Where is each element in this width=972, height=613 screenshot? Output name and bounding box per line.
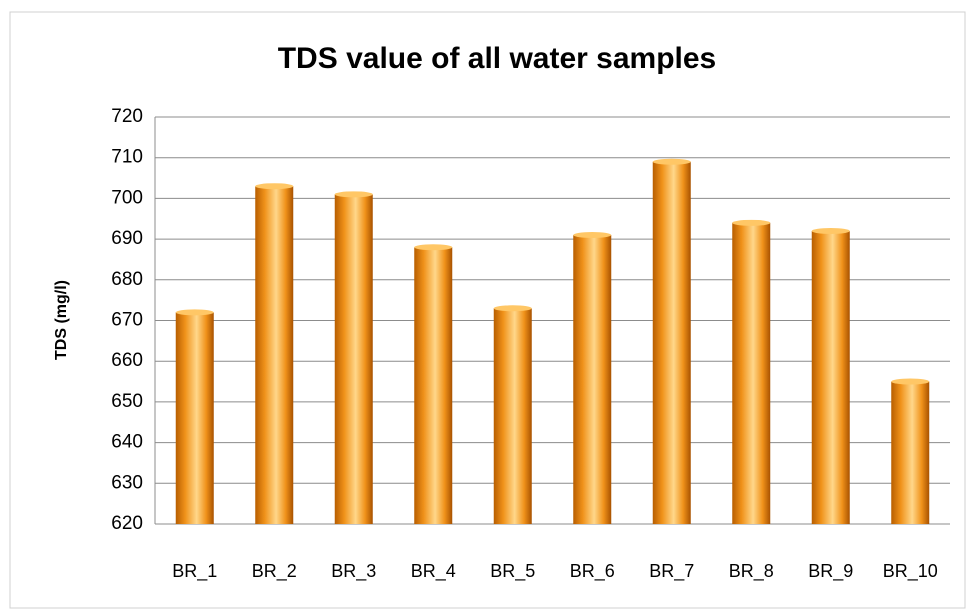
chart-frame <box>9 11 966 609</box>
bar-cap <box>493 305 532 312</box>
x-tick-label: BR_3 <box>331 561 376 582</box>
y-tick-label: 720 <box>111 106 143 127</box>
x-tick-label: BR_10 <box>883 561 938 582</box>
x-tick-label: BR_2 <box>252 561 297 582</box>
x-tick-label: BR_8 <box>729 561 774 582</box>
bar <box>334 194 373 524</box>
y-tick-label: 710 <box>111 147 143 168</box>
y-tick-label: 640 <box>111 432 143 453</box>
bar <box>652 161 691 524</box>
bar-cap <box>175 309 214 316</box>
bar-cap <box>334 191 373 198</box>
y-tick-label: 650 <box>111 391 143 412</box>
bar-cap <box>573 232 612 239</box>
bar <box>493 308 532 524</box>
bar <box>414 247 453 525</box>
bar-cap <box>414 244 453 251</box>
x-tick-label: BR_9 <box>808 561 853 582</box>
y-tick-label: 660 <box>111 350 143 371</box>
bar-cap <box>255 183 294 190</box>
bar <box>175 312 214 524</box>
bar <box>891 381 930 524</box>
x-tick-label: BR_6 <box>570 561 615 582</box>
y-tick-label: 620 <box>111 513 143 534</box>
y-tick-label: 630 <box>111 472 143 493</box>
y-axis-label: TDS (mg/l) <box>53 280 70 360</box>
y-tick-label: 680 <box>111 269 143 290</box>
bar-cap <box>811 227 850 234</box>
y-tick-label: 670 <box>111 310 143 331</box>
y-tick-label: 690 <box>111 228 143 249</box>
bar <box>732 222 771 524</box>
x-tick-label: BR_5 <box>490 561 535 582</box>
x-tick-label: BR_4 <box>411 561 456 582</box>
chart-title: TDS value of all water samples <box>278 42 717 75</box>
bar <box>573 235 612 524</box>
bar-cap <box>732 219 771 226</box>
bar <box>255 186 294 524</box>
bar <box>811 230 850 524</box>
x-tick-label: BR_7 <box>649 561 694 582</box>
bar-cap <box>652 158 691 165</box>
x-tick-label: BR_1 <box>172 561 217 582</box>
bar-cap <box>891 378 930 385</box>
y-tick-label: 700 <box>111 187 143 208</box>
